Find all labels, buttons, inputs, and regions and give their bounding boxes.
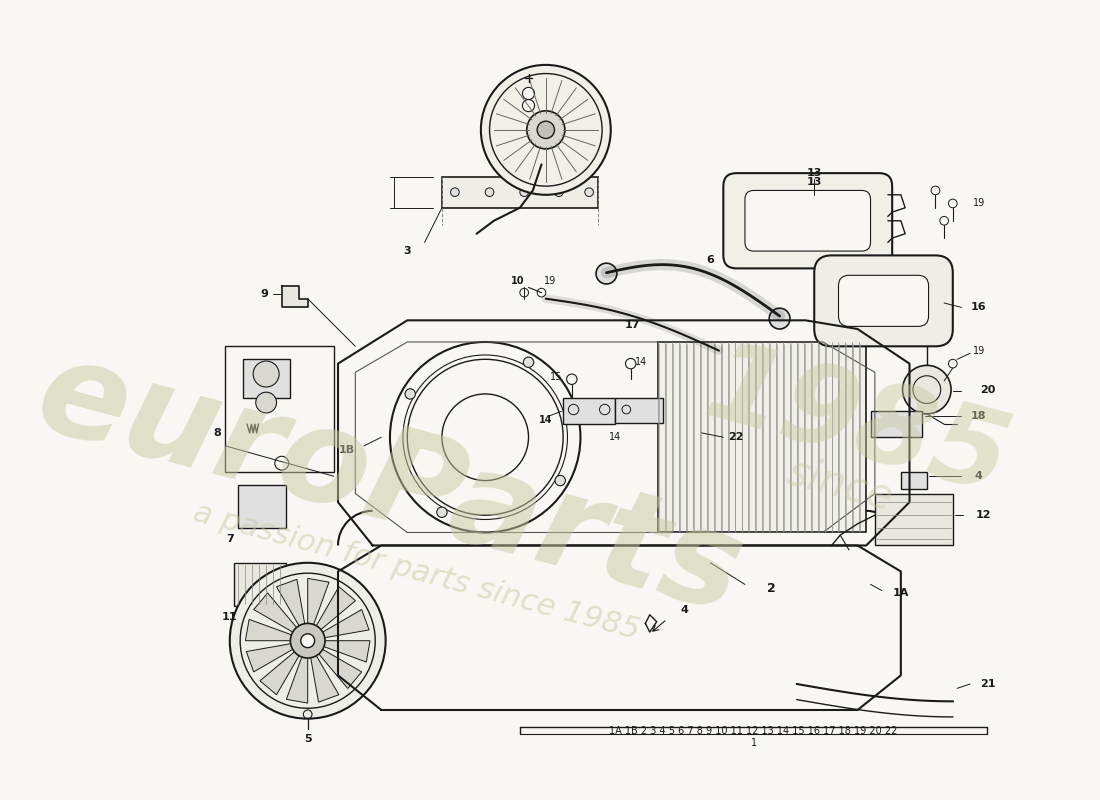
FancyBboxPatch shape <box>745 190 870 251</box>
Text: 14: 14 <box>609 432 622 442</box>
Text: 21: 21 <box>980 679 996 689</box>
Bar <box>659 342 866 533</box>
Bar <box>874 494 953 546</box>
Bar <box>226 346 333 472</box>
Circle shape <box>253 361 279 387</box>
Text: 19: 19 <box>972 198 984 209</box>
Polygon shape <box>338 320 910 546</box>
Text: 3: 3 <box>404 246 411 256</box>
Circle shape <box>230 562 386 718</box>
Text: 5: 5 <box>304 734 311 743</box>
Polygon shape <box>338 546 901 710</box>
Circle shape <box>451 188 459 197</box>
Text: since: since <box>782 450 898 519</box>
Polygon shape <box>276 579 305 627</box>
Text: 11: 11 <box>222 612 238 622</box>
Polygon shape <box>310 654 339 702</box>
Text: euroParts: euroParts <box>24 330 756 640</box>
Text: 1985: 1985 <box>694 333 1021 516</box>
Circle shape <box>596 263 617 284</box>
Text: 19: 19 <box>544 276 557 286</box>
Bar <box>563 398 615 424</box>
Text: 2: 2 <box>767 582 775 595</box>
Circle shape <box>948 199 957 208</box>
Bar <box>870 411 923 438</box>
Text: 1A: 1A <box>893 588 909 598</box>
Circle shape <box>300 634 315 648</box>
Text: 18: 18 <box>971 410 987 421</box>
FancyBboxPatch shape <box>838 275 928 326</box>
Text: 15: 15 <box>550 372 562 382</box>
Text: 14: 14 <box>635 357 647 367</box>
Polygon shape <box>316 586 355 630</box>
Text: 19: 19 <box>972 346 984 356</box>
Text: 14: 14 <box>539 415 552 425</box>
Circle shape <box>255 392 276 413</box>
Circle shape <box>405 389 416 399</box>
Circle shape <box>524 357 534 367</box>
Text: 4: 4 <box>681 606 689 615</box>
Circle shape <box>554 188 563 197</box>
Circle shape <box>290 623 324 658</box>
Circle shape <box>769 308 790 329</box>
Text: 22: 22 <box>728 432 744 442</box>
Text: 1: 1 <box>750 738 757 748</box>
Text: 13: 13 <box>806 177 822 186</box>
Bar <box>901 472 927 489</box>
Text: a passion for parts since 1985: a passion for parts since 1985 <box>189 498 642 645</box>
Text: 7: 7 <box>226 534 233 545</box>
Circle shape <box>522 87 535 99</box>
Text: 4: 4 <box>975 471 982 482</box>
Circle shape <box>522 99 535 112</box>
Text: 13: 13 <box>806 168 822 178</box>
Polygon shape <box>245 619 293 641</box>
Polygon shape <box>246 643 294 672</box>
Text: 8: 8 <box>213 428 221 438</box>
Circle shape <box>903 366 952 414</box>
FancyBboxPatch shape <box>724 173 892 268</box>
Bar <box>234 562 286 606</box>
Text: 9: 9 <box>261 290 268 299</box>
Circle shape <box>939 217 948 225</box>
Text: 6: 6 <box>706 254 714 265</box>
Polygon shape <box>322 641 370 662</box>
Text: 20: 20 <box>980 385 996 394</box>
Circle shape <box>585 188 593 197</box>
Text: 17: 17 <box>625 320 640 330</box>
Circle shape <box>527 110 565 149</box>
Bar <box>243 359 290 398</box>
Polygon shape <box>308 578 329 626</box>
Polygon shape <box>286 655 308 703</box>
Circle shape <box>481 65 610 194</box>
Polygon shape <box>260 650 300 694</box>
Text: 16: 16 <box>971 302 987 312</box>
Circle shape <box>275 456 288 470</box>
Circle shape <box>556 475 565 486</box>
Circle shape <box>537 121 554 138</box>
Polygon shape <box>282 286 308 307</box>
Circle shape <box>390 342 581 533</box>
Bar <box>239 485 286 528</box>
Bar <box>442 178 597 208</box>
Polygon shape <box>321 610 370 638</box>
FancyBboxPatch shape <box>814 255 953 346</box>
Circle shape <box>520 188 528 197</box>
Text: 1B: 1B <box>339 446 354 455</box>
Text: 1A 1B 2 3 4 5 6 7 8 9 10 11 12 13 14 15 16 17 18 19 20 22: 1A 1B 2 3 4 5 6 7 8 9 10 11 12 13 14 15 … <box>609 726 898 736</box>
Circle shape <box>931 186 939 194</box>
Text: 12: 12 <box>976 510 991 520</box>
Polygon shape <box>254 593 298 633</box>
Circle shape <box>485 188 494 197</box>
Polygon shape <box>318 649 362 689</box>
Text: 10: 10 <box>512 276 525 286</box>
Circle shape <box>437 507 447 518</box>
Bar <box>615 398 662 422</box>
